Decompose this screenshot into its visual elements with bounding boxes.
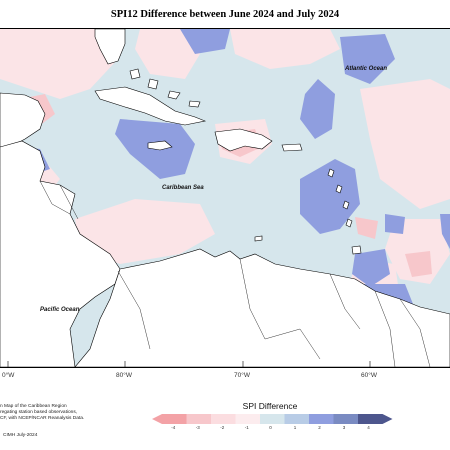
legend-tick-label: 2 xyxy=(318,425,321,430)
pacific-ocean-label: Pacific Ocean xyxy=(40,307,80,313)
note-line: CF, with NCEP/NCAR Reanalysis Data. xyxy=(0,416,85,421)
longitude-label-70w: 70°W xyxy=(234,372,250,379)
borders xyxy=(39,180,431,367)
legend-tick-label: 1 xyxy=(293,425,297,430)
legend-swatch xyxy=(309,414,334,424)
longitude-label-80w: 80°W xyxy=(116,372,132,379)
legend-swatch xyxy=(186,414,211,424)
credit-text: CIMH July-2024 xyxy=(3,433,38,438)
legend-swatch xyxy=(260,414,285,424)
positive-difference-zones xyxy=(0,29,450,329)
map-canvas xyxy=(0,29,450,367)
legend-swatch xyxy=(235,414,260,424)
legend-swatch xyxy=(358,414,383,424)
map-description-note: n Map of the Caribbean Region regating s… xyxy=(0,404,110,422)
longitude-label-90w: 0°W xyxy=(2,372,15,379)
legend-tick-label: 0 xyxy=(269,425,272,430)
land-masses xyxy=(0,29,450,367)
longitude-label-60w: 60°W xyxy=(361,372,377,379)
note-line: n Map of the Caribbean Region xyxy=(0,404,67,409)
legend-swatch xyxy=(284,414,309,424)
spi-difference-map: Atlantic Ocean Caribbean Sea Pacific Oce… xyxy=(0,28,450,368)
legend-tick-label: -4 xyxy=(171,425,176,430)
atlantic-ocean-label: Atlantic Ocean xyxy=(345,66,388,72)
caribbean-sea-label: Caribbean Sea xyxy=(162,185,204,191)
legend-color-bar xyxy=(152,414,393,424)
legend-title: SPI Difference xyxy=(242,401,298,411)
note-line: regating station based observations, xyxy=(0,410,78,415)
legend-arrow-right xyxy=(382,414,393,424)
legend-tick-label: -2 xyxy=(220,425,225,430)
legend-swatch xyxy=(162,414,187,424)
legend-tick-label: -3 xyxy=(195,425,200,430)
legend-tick-label: 3 xyxy=(342,425,346,430)
legend-tick-label: -1 xyxy=(244,425,249,430)
longitude-ticks xyxy=(7,361,371,367)
legend-swatch xyxy=(211,414,236,424)
legend-swatch xyxy=(333,414,358,424)
legend-tick-label: 4 xyxy=(367,425,370,430)
legend-arrow-left xyxy=(152,414,162,424)
map-title: SPI12 Difference between June 2024 and J… xyxy=(110,9,340,20)
